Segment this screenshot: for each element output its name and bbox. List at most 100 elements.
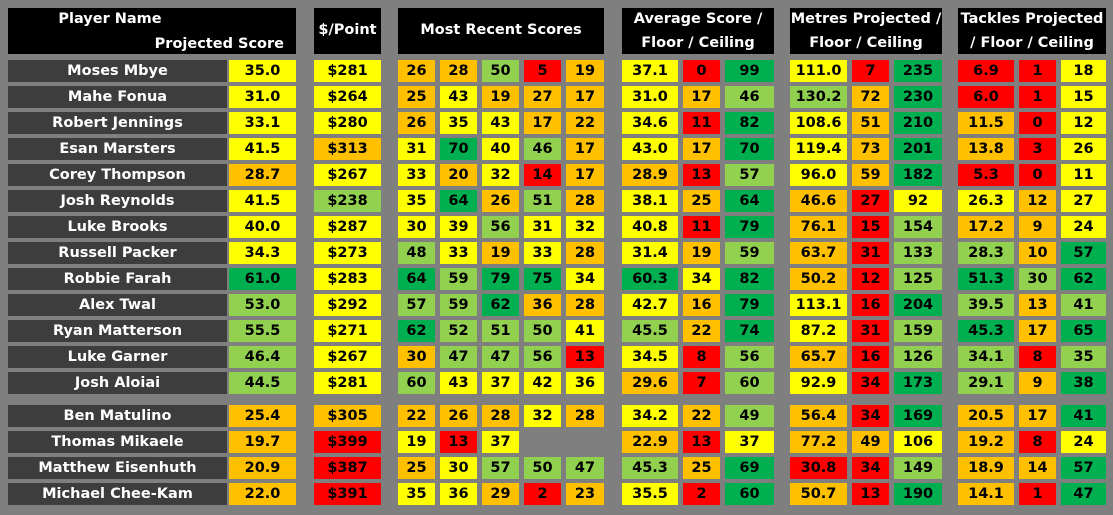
projected-score-cell: 41.5	[229, 190, 296, 212]
recent-score-cell: 13	[566, 346, 604, 368]
header-tackles-projected-top: Tackles Projected	[960, 11, 1104, 27]
player-name-cell: Ben Matulino	[8, 405, 227, 427]
tackles-projected-cell: 45.3	[958, 320, 1014, 342]
header-player-name-label: Player Name	[58, 11, 162, 27]
tackles-ceiling-cell: 27	[1061, 190, 1106, 212]
header-average-score-top: Average Score /	[633, 11, 763, 27]
average-ceiling-cell: 56	[725, 346, 774, 368]
recent-score-cell: 31	[524, 216, 561, 238]
recent-score-cell: 36	[524, 294, 561, 316]
average-ceiling-cell: 82	[725, 268, 774, 290]
recent-score-cell: 64	[398, 268, 435, 290]
tackles-floor-cell: 0	[1019, 112, 1056, 134]
tackles-ceiling-cell: 41	[1061, 405, 1106, 427]
average-score-cell: 40.8	[622, 216, 678, 238]
player-name-cell: Esan Marsters	[8, 138, 227, 160]
recent-score-cell: 29	[482, 483, 519, 505]
recent-score-cell: 56	[524, 346, 561, 368]
recent-score-cell: 64	[440, 190, 477, 212]
metres-ceiling-cell: 235	[894, 60, 942, 82]
recent-score-cell: 75	[524, 268, 561, 290]
tackles-floor-cell: 1	[1019, 60, 1056, 82]
dollar-per-point-cell: $292	[314, 294, 381, 316]
metres-floor-cell: 7	[852, 60, 889, 82]
average-ceiling-cell: 79	[725, 216, 774, 238]
recent-score-cell: 59	[440, 268, 477, 290]
average-score-cell: 29.6	[622, 372, 678, 394]
recent-score-cell: 62	[482, 294, 519, 316]
recent-score-cell: 35	[398, 190, 435, 212]
tackles-ceiling-cell: 62	[1061, 268, 1106, 290]
tackles-floor-cell: 13	[1019, 294, 1056, 316]
metres-projected-cell: 46.6	[790, 190, 847, 212]
average-ceiling-cell: 60	[725, 372, 774, 394]
recent-score-cell: 43	[440, 86, 477, 108]
recent-score-cell: 28	[566, 405, 604, 427]
tackles-floor-cell: 1	[1019, 483, 1056, 505]
projected-score-cell: 40.0	[229, 216, 296, 238]
recent-score-cell: 5	[524, 60, 561, 82]
recent-score-cell: 59	[440, 294, 477, 316]
average-score-cell: 28.9	[622, 164, 678, 186]
metres-projected-cell: 113.1	[790, 294, 847, 316]
player-name-cell: Ryan Matterson	[8, 320, 227, 342]
average-floor-cell: 13	[683, 431, 720, 453]
average-ceiling-cell: 64	[725, 190, 774, 212]
metres-floor-cell: 16	[852, 346, 889, 368]
metres-floor-cell: 27	[852, 190, 889, 212]
dollar-per-point-cell: $313	[314, 138, 381, 160]
tackles-projected-cell: 51.3	[958, 268, 1014, 290]
projected-score-cell: 33.1	[229, 112, 296, 134]
recent-score-cell: 50	[524, 457, 561, 479]
recent-score-cell: 47	[440, 346, 477, 368]
header-metres-projected-top: Metres Projected /	[790, 11, 942, 27]
metres-floor-cell: 13	[852, 483, 889, 505]
average-ceiling-cell: 57	[725, 164, 774, 186]
recent-score-cell: 34	[566, 268, 604, 290]
average-floor-cell: 13	[683, 164, 720, 186]
recent-score-cell: 50	[482, 60, 519, 82]
recent-score-cell: 57	[398, 294, 435, 316]
recent-score-cell: 28	[482, 405, 519, 427]
header-recent-scores: Most Recent Scores	[398, 8, 604, 54]
metres-floor-cell: 34	[852, 372, 889, 394]
recent-score-cell: 30	[398, 346, 435, 368]
average-ceiling-cell: 70	[725, 138, 774, 160]
player-name-cell: Luke Garner	[8, 346, 227, 368]
metres-projected-cell: 56.4	[790, 405, 847, 427]
recent-score-cell: 32	[524, 405, 561, 427]
average-score-cell: 34.5	[622, 346, 678, 368]
average-ceiling-cell: 49	[725, 405, 774, 427]
tackles-ceiling-cell: 18	[1061, 60, 1106, 82]
average-floor-cell: 11	[683, 216, 720, 238]
average-ceiling-cell: 82	[725, 112, 774, 134]
projected-score-cell: 31.0	[229, 86, 296, 108]
average-score-cell: 22.9	[622, 431, 678, 453]
recent-score-cell: 50	[524, 320, 561, 342]
recent-score-cell: 32	[482, 164, 519, 186]
average-score-cell: 34.6	[622, 112, 678, 134]
tackles-floor-cell: 9	[1019, 216, 1056, 238]
metres-ceiling-cell: 159	[894, 320, 942, 342]
player-name-cell: Robert Jennings	[8, 112, 227, 134]
recent-score-cell: 26	[398, 112, 435, 134]
recent-score-cell: 47	[566, 457, 604, 479]
metres-floor-cell: 16	[852, 294, 889, 316]
header-metres-projected-bottom: Floor / Ceiling	[809, 35, 923, 51]
average-floor-cell: 25	[683, 190, 720, 212]
recent-score-cell: 22	[398, 405, 435, 427]
recent-score-cell: 41	[566, 320, 604, 342]
recent-score-cell: 35	[440, 112, 477, 134]
metres-projected-cell: 76.1	[790, 216, 847, 238]
header-player-name: Player Name Projected Score	[8, 8, 296, 54]
average-score-cell: 34.2	[622, 405, 678, 427]
metres-floor-cell: 34	[852, 457, 889, 479]
tackles-floor-cell: 17	[1019, 320, 1056, 342]
metres-floor-cell: 31	[852, 320, 889, 342]
average-ceiling-cell: 37	[725, 431, 774, 453]
metres-ceiling-cell: 133	[894, 242, 942, 264]
recent-score-cell: 17	[566, 86, 604, 108]
recent-score-cell: 43	[482, 112, 519, 134]
average-floor-cell: 11	[683, 112, 720, 134]
recent-score-cell: 52	[440, 320, 477, 342]
